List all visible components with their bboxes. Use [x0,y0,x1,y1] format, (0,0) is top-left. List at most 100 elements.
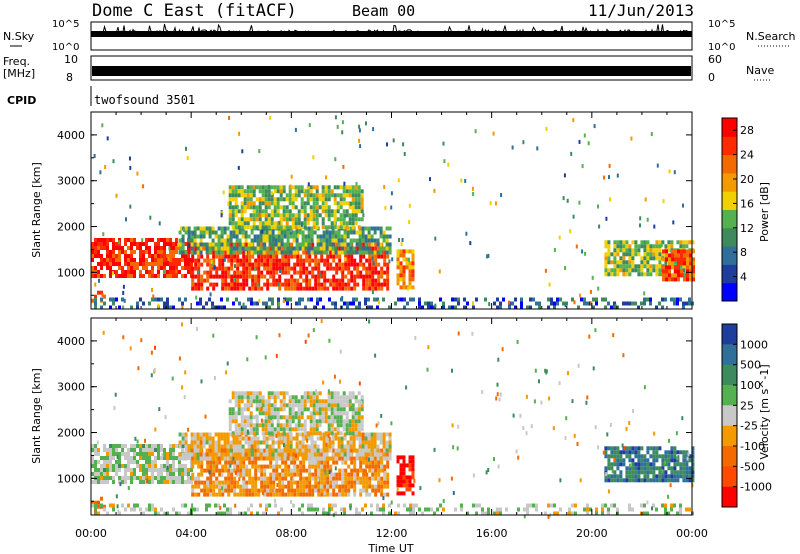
velocity-cell [175,468,178,472]
power-cell [386,282,390,287]
velocity-cell [139,464,142,468]
power-cell [212,286,216,291]
velocity-scatter-cell [427,345,430,350]
power-cell [373,250,377,255]
power-cell [631,264,635,269]
power-cell [194,258,198,263]
power-cell [265,301,268,306]
velocity-cell [631,462,635,467]
velocity-cell [365,480,369,485]
power-cell [169,254,172,258]
power-cell [350,278,354,283]
velocity-cell [265,507,268,512]
power-cell [338,246,342,251]
velocity-cell [254,492,258,497]
velocity-cell [613,474,617,479]
power-cell [680,261,683,266]
power-cell [260,254,264,259]
velocity-cell [357,415,361,420]
velocity-cell [303,391,307,396]
power-cell [316,246,320,251]
velocity-cell [196,432,200,437]
velocity-cell [145,444,148,448]
velocity-cell [652,454,656,459]
velocity-cell [208,452,212,457]
velocity-cell [287,488,291,493]
velocity-cell [233,476,237,481]
power-cell [236,262,240,267]
power-cell [607,252,611,257]
power-cell [302,278,306,283]
power-cell [322,234,326,239]
velocity-cell [673,466,677,471]
power-scatter-cell [644,197,647,202]
power-scatter-cell [278,302,280,306]
power-cell [178,297,181,302]
power-cell [430,301,433,306]
power-cell [383,278,387,283]
velocity-cell [228,407,232,412]
velocity-cell [308,460,312,465]
power-scatter-cell [668,169,671,174]
power-cell [309,189,313,194]
power-cell [241,242,245,247]
power-cell [238,230,242,235]
velocity-cell [227,484,231,489]
velocity-cell [233,460,237,465]
velocity-cell [184,472,187,476]
velocity-cell [399,455,403,460]
velocity-cell [157,444,160,448]
velocity-cell [318,391,322,396]
power-cell [271,234,275,239]
power-cell [643,301,646,306]
velocity-cell [145,460,148,464]
power-cell [172,262,175,266]
velocity-cell [130,480,133,484]
power-cell [242,254,246,259]
velocity-cell [267,423,271,428]
velocity-cell [460,503,463,508]
velocity-scatter-cell [127,486,130,490]
velocity-cell [324,415,328,420]
velocity-cell [362,480,366,485]
velocity-scatter-cell [137,366,140,371]
power-cell [348,185,352,190]
velocity-scatter-cell [368,319,371,324]
velocity-scatter-cell [327,389,330,394]
power-cell [385,250,389,255]
power-cell [175,274,178,278]
velocity-cell [184,468,187,472]
velocity-cell [203,488,207,493]
power-cell [169,246,172,250]
power-cell [370,238,374,243]
power-cell [457,301,460,306]
power-cell [259,230,263,235]
power-cell [353,258,357,263]
velocity-cell [396,455,400,460]
velocity-scatter-cell [597,445,599,450]
power-cell [118,305,121,310]
power-cell [427,301,430,306]
velocity-cell [118,511,121,516]
velocity-cell [388,456,392,461]
power-cell [205,242,209,247]
velocity-cell [472,503,475,508]
power-cell [625,268,629,273]
velocity-scatter-cell [533,399,536,404]
power-cell [682,305,685,310]
power-cell [322,246,326,251]
power-cell [354,221,358,226]
power-cell [379,234,383,239]
power-cell [332,286,336,291]
power-cell [320,286,324,291]
velocity-cell [133,468,136,472]
velocity-cell [685,462,689,467]
velocity-cell [333,427,337,432]
power-cell [300,209,304,214]
power-cell [253,234,257,239]
velocity-cell [142,480,145,484]
velocity-cell [130,476,133,480]
velocity-scatter-cell [457,424,460,429]
velocity-cell [290,468,294,473]
power-scatter-cell [434,236,437,241]
